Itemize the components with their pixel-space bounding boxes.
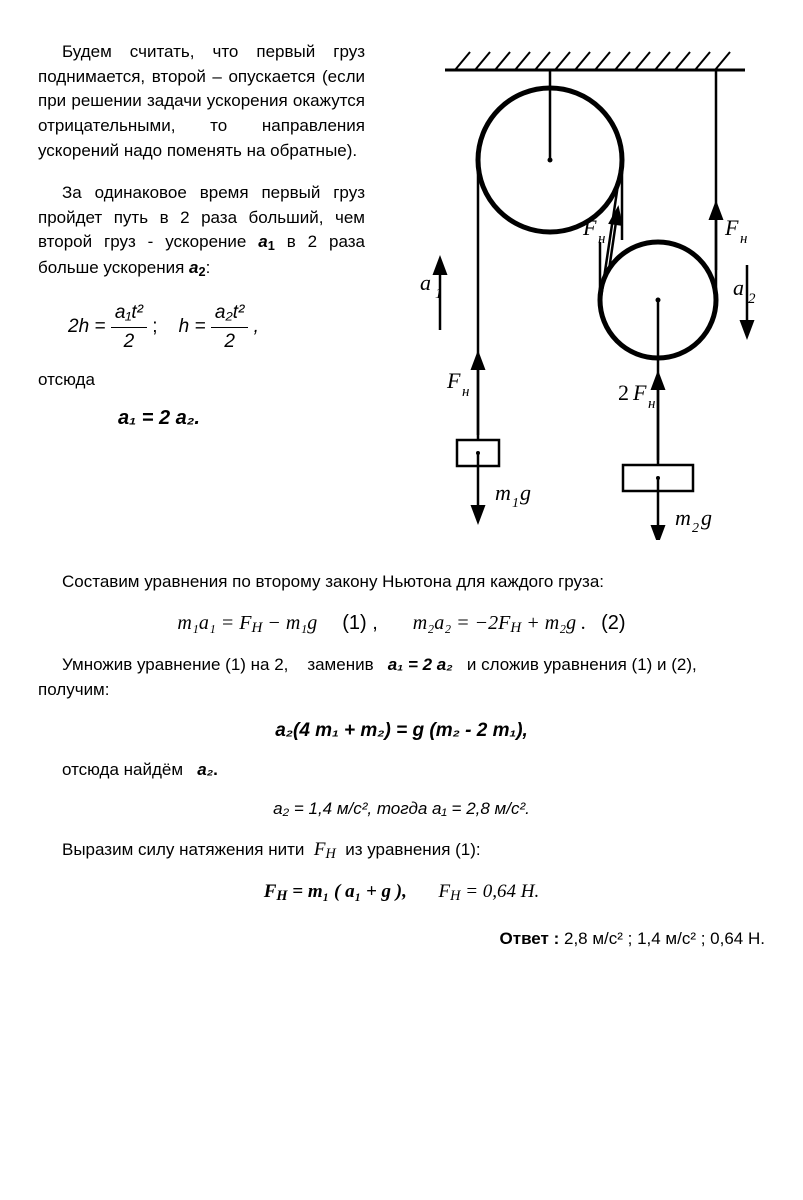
eq-2h: 2h [68, 317, 89, 338]
express-FH: Выразим силу натяжения нити FH из уравне… [38, 836, 765, 865]
fh-f: F [314, 839, 326, 860]
svg-text:1: 1 [512, 496, 519, 511]
FH-equation: FH = m₁ ( a₁ + g ), FH = 0,64 Н. [38, 878, 765, 907]
ans-label: Ответ : [500, 929, 560, 948]
a2-values: a₂ = 1,4 м/с², тогда a₁ = 2,8 м/с². [38, 797, 765, 822]
fhv-v: = 0,64 Н. [460, 881, 539, 902]
svg-text:2: 2 [618, 380, 629, 405]
frac1-den: 2 [111, 328, 147, 356]
newton-intro: Составим уравнения по второму закону Нью… [38, 570, 765, 595]
svg-text:н: н [740, 231, 747, 247]
n1a: m₁a₁ = F [177, 612, 251, 634]
svg-text:2: 2 [748, 291, 756, 307]
ans-vals: 2,8 м/с² ; 1,4 м/с² ; 0,64 Н. [564, 929, 765, 948]
newton-equations: m₁a₁ = FH − m₁g (1) , m₂a₂ = −2FH + m₂g … [38, 609, 765, 640]
paragraph-1: Будем считать, что первый груз поднимает… [38, 40, 365, 163]
p2-a1: a [258, 232, 267, 251]
p7b: из уравнения (1): [345, 840, 480, 859]
svg-text:н: н [648, 396, 655, 412]
p6-1: отсюда найдём [62, 760, 183, 779]
n1tag: (1) , [342, 612, 378, 634]
frac1-num: a₁t² [111, 299, 147, 328]
n2b: + m₂g . [521, 612, 586, 634]
answer-line: Ответ : 2,8 м/с² ; 1,4 м/с² ; 0,64 Н. [38, 927, 765, 952]
svg-text:g⃗: g⃗ [701, 505, 729, 530]
subst-eq: a₁ = 2 a₂ [388, 655, 453, 674]
left-column: Будем считать, что первый груз поднимает… [38, 40, 365, 540]
svg-text:1: 1 [435, 286, 443, 302]
svg-text:н: н [598, 231, 605, 247]
fh-sub: H [325, 846, 335, 862]
substitute-paragraph: Умножив уравнение (1) на 2, заменив a₁ =… [38, 653, 765, 702]
p7a: Выразим силу натяжения нити [62, 840, 304, 859]
pulley-diagram: a⃗1 a⃗2 F⃗н F⃗н F⃗н 2F⃗н m1g⃗ m2g⃗ [385, 40, 765, 540]
fhe-s: H [276, 888, 287, 904]
a1-eq-2a2: a₁ = 2 a₂. [118, 404, 365, 433]
fhv-s: H [450, 888, 460, 904]
a1-2a2-text: a₁ = 2 a₂. [118, 407, 200, 429]
p2-sub1: 1 [268, 238, 275, 253]
eq-h: h [179, 317, 190, 338]
n1h: H [251, 620, 262, 636]
svg-text:m: m [495, 480, 511, 505]
frac2-den: 2 [211, 328, 248, 356]
combined-eq: a₂(4 m₁ + m₂) = g (m₂ - 2 m₁), [38, 717, 765, 745]
fhe-f: F [264, 881, 277, 902]
svg-text:н: н [462, 384, 469, 400]
frac2-num: a₂t² [211, 299, 248, 328]
fhv-f: F [439, 881, 451, 902]
fhe-eq: = m₁ ( a₁ + g ), [288, 881, 407, 902]
find-a2: отсюда найдём a₂. [62, 758, 765, 783]
n1b: − m₁g [262, 612, 317, 634]
paragraph-2: За одинаковое время первый груз пройдет … [38, 181, 365, 281]
n2tag: (2) [601, 612, 625, 634]
svg-text:2: 2 [692, 521, 699, 536]
p2-sub2: 2 [199, 264, 206, 279]
p5-3: и сложив уравнения (1) и (2), [467, 655, 697, 674]
displacement-equations: 2h = a₁t² 2 ; h = a₂t² 2 , [68, 299, 365, 355]
n2a: m₂a₂ = −2F [413, 612, 511, 634]
p2-a2: a [189, 258, 198, 277]
svg-text:m: m [675, 505, 691, 530]
n2h: H [510, 620, 521, 636]
p2-text3: : [206, 258, 211, 277]
a2-lbl: a₂ [197, 760, 213, 779]
hence-label: отсюда [38, 368, 365, 393]
p5-4: получим: [38, 680, 109, 699]
svg-text:g⃗: g⃗ [520, 480, 548, 505]
p5-1: Умножив уравнение (1) на 2, [62, 655, 288, 674]
p5-2: заменив [307, 655, 373, 674]
